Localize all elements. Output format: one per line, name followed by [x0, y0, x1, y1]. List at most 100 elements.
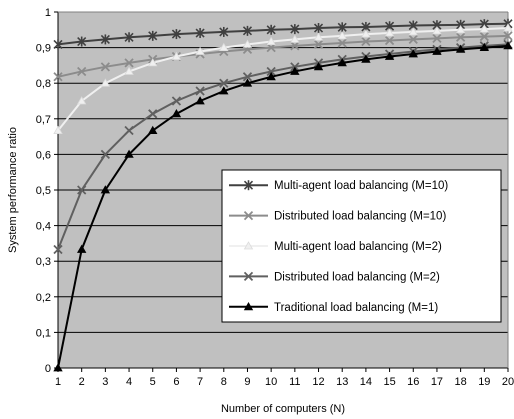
data-point	[479, 31, 489, 42]
data-point	[455, 44, 466, 53]
data-point	[432, 46, 442, 55]
legend-item: Traditional load balancing (M=1)	[229, 302, 438, 314]
data-point	[124, 66, 134, 75]
data-point	[242, 78, 253, 87]
y-tick-label: 1	[45, 7, 51, 19]
data-point	[100, 62, 111, 72]
data-point	[195, 46, 205, 55]
legend-label: Multi-agent load balancing (M=10)	[274, 180, 448, 192]
legend-marker	[243, 180, 254, 191]
x-tick-label: 18	[455, 376, 467, 388]
data-point	[53, 125, 63, 134]
x-tick-label: 13	[336, 376, 348, 388]
y-tick-label: 0,1	[36, 327, 51, 339]
data-point	[53, 72, 63, 82]
data-point	[361, 54, 371, 63]
data-point	[100, 78, 111, 87]
legend-item: Distributed load balancing (M=2)	[229, 271, 440, 283]
series-line	[57, 34, 509, 78]
data-point	[100, 34, 110, 45]
x-tick-label: 4	[126, 376, 132, 388]
data-point	[266, 71, 276, 81]
x-tick-label: 12	[312, 376, 324, 388]
data-point	[195, 96, 205, 105]
series-3	[53, 23, 513, 134]
data-point	[53, 244, 63, 255]
legend-label: Multi-agent load balancing (M=2)	[274, 241, 442, 253]
data-point	[408, 34, 418, 45]
data-point	[219, 26, 229, 37]
x-tick-label: 9	[244, 376, 250, 388]
data-point	[479, 24, 490, 33]
data-point	[361, 36, 371, 47]
data-point	[290, 41, 300, 51]
data-point	[479, 42, 490, 51]
data-point	[384, 28, 395, 37]
y-tick-label: 0,3	[36, 256, 51, 268]
data-point	[408, 49, 418, 58]
data-point	[195, 86, 205, 96]
data-point	[219, 78, 229, 88]
x-axis-title: Number of computers (N)	[221, 403, 345, 415]
series	[53, 18, 513, 372]
data-point	[503, 41, 513, 50]
data-point	[148, 109, 158, 119]
data-point	[266, 36, 276, 45]
data-point	[313, 39, 324, 50]
data-point	[171, 51, 182, 60]
data-point	[219, 86, 229, 95]
x-tick-label: 14	[360, 376, 372, 388]
legend-box	[221, 169, 502, 323]
legend: Multi-agent load balancing (M=10) Distrib…	[221, 169, 502, 323]
data-point	[242, 39, 253, 48]
x-tick-label: 3	[102, 376, 108, 388]
legend-marker	[243, 301, 254, 311]
data-point	[124, 32, 134, 43]
data-point	[313, 62, 324, 71]
data-point	[195, 28, 205, 39]
data-point	[266, 24, 276, 35]
y-tick-label: 0,7	[36, 114, 51, 126]
x-tick-label: 19	[478, 376, 490, 388]
data-point	[242, 25, 253, 36]
data-point	[455, 32, 466, 42]
legend-item: Multi-agent load balancing (M=10)	[229, 180, 448, 192]
series-line	[57, 27, 509, 132]
data-point	[290, 24, 300, 35]
data-point	[313, 23, 324, 34]
data-point	[432, 26, 442, 35]
data-point	[76, 96, 87, 105]
data-point	[432, 33, 442, 43]
data-point	[124, 125, 134, 136]
legend-marker	[243, 271, 254, 282]
series-5	[53, 41, 513, 372]
data-point	[290, 66, 300, 75]
series-line	[57, 44, 509, 369]
data-point	[171, 96, 182, 106]
data-point	[77, 185, 87, 195]
data-point	[408, 27, 418, 36]
data-point	[171, 29, 181, 40]
legend-item: Multi-agent load balancing (M=2)	[229, 241, 442, 253]
y-axis-title: System performance ratio	[7, 127, 19, 253]
x-tick-label: 20	[502, 376, 514, 388]
data-point	[242, 72, 253, 82]
data-point	[313, 32, 324, 41]
data-point	[503, 31, 513, 41]
data-point	[503, 23, 513, 32]
x-tick-label: 10	[265, 376, 277, 388]
data-point	[337, 38, 347, 48]
data-point	[53, 39, 63, 50]
legend-marker	[243, 210, 254, 221]
data-point	[337, 58, 347, 67]
x-tick-label: 2	[79, 376, 85, 388]
data-point	[384, 35, 395, 46]
data-point	[77, 36, 87, 47]
tick-labels: 00,10,20,30,40,50,60,70,80,911 2 3 4 5 6 7 8 9 10…	[36, 7, 514, 388]
data-point	[148, 125, 158, 134]
legend-label: Distributed load balancing (M=2)	[274, 271, 440, 283]
x-tick-label: 1	[55, 376, 61, 388]
x-tick-label: 11	[289, 376, 300, 388]
